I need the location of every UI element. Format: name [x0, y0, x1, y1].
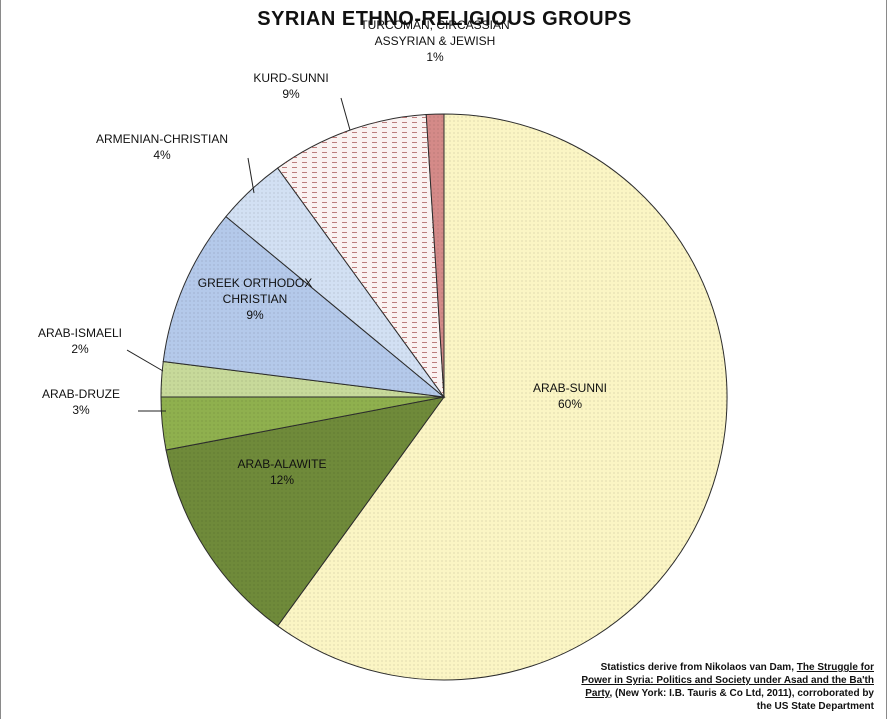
chart-title: SYRIAN ETHNO-RELIGIOUS GROUPS [257, 8, 632, 30]
slice-percent-label: 60% [558, 397, 582, 411]
pie-slice-texture [277, 114, 727, 680]
slice-name-label: ARMENIAN-CHRISTIAN [96, 132, 228, 146]
slice-name-label: ASSYRIAN & JEWISH [375, 34, 496, 48]
leader-line [126, 349, 164, 372]
pie-slice-texture [166, 397, 445, 626]
leader-line [340, 97, 351, 131]
slice-name-label: ARAB-DRUZE [42, 387, 120, 401]
slice-name-label: ARAB-SUNNI [533, 381, 607, 395]
slice-percent-label: 2% [71, 342, 89, 356]
slice-percent-label: 9% [282, 87, 300, 101]
source-prefix: Statistics derive from Nikolaos van Dam, [600, 662, 797, 673]
slice-name-label: ARAB-ISMAELI [38, 326, 122, 340]
pie-slice-texture [161, 397, 444, 451]
source-suffix: , (New York: I.B. Tauris & Co Ltd, 2011)… [609, 688, 875, 712]
pie-labels: ARAB-SUNNI 60% ARAB-ALAWITE 12% ARAB-DRUZE 3%… [38, 18, 607, 487]
pie-slice-texture [225, 168, 444, 397]
slice-percent-label: 3% [72, 403, 90, 417]
pie-slice-texture [426, 114, 444, 397]
slice-name-label: CHRISTIAN [223, 292, 288, 306]
slice-percent-label: 4% [153, 148, 171, 162]
slice-percent-label: 9% [246, 308, 264, 322]
source-note: Statistics derive from Nikolaos van Dam,… [574, 661, 874, 713]
slice-name-label: GREEK ORTHODOX [198, 276, 312, 290]
slice-name-label: TURCOMAN, CIRCASSIAN [360, 18, 509, 32]
slice-percent-label: 1% [426, 50, 444, 64]
leader-line [247, 157, 255, 194]
pie-leader-lines [126, 97, 351, 412]
slice-percent-label: 12% [270, 473, 294, 487]
slice-name-label: ARAB-ALAWITE [238, 457, 327, 471]
slice-name-label: KURD-SUNNI [253, 71, 328, 85]
pie-slices [160, 113, 728, 681]
source-book-title: The Struggle for Power in Syria: Politic… [581, 662, 874, 699]
pie-slice-texture [277, 114, 444, 397]
pie-slice-texture [163, 216, 444, 397]
